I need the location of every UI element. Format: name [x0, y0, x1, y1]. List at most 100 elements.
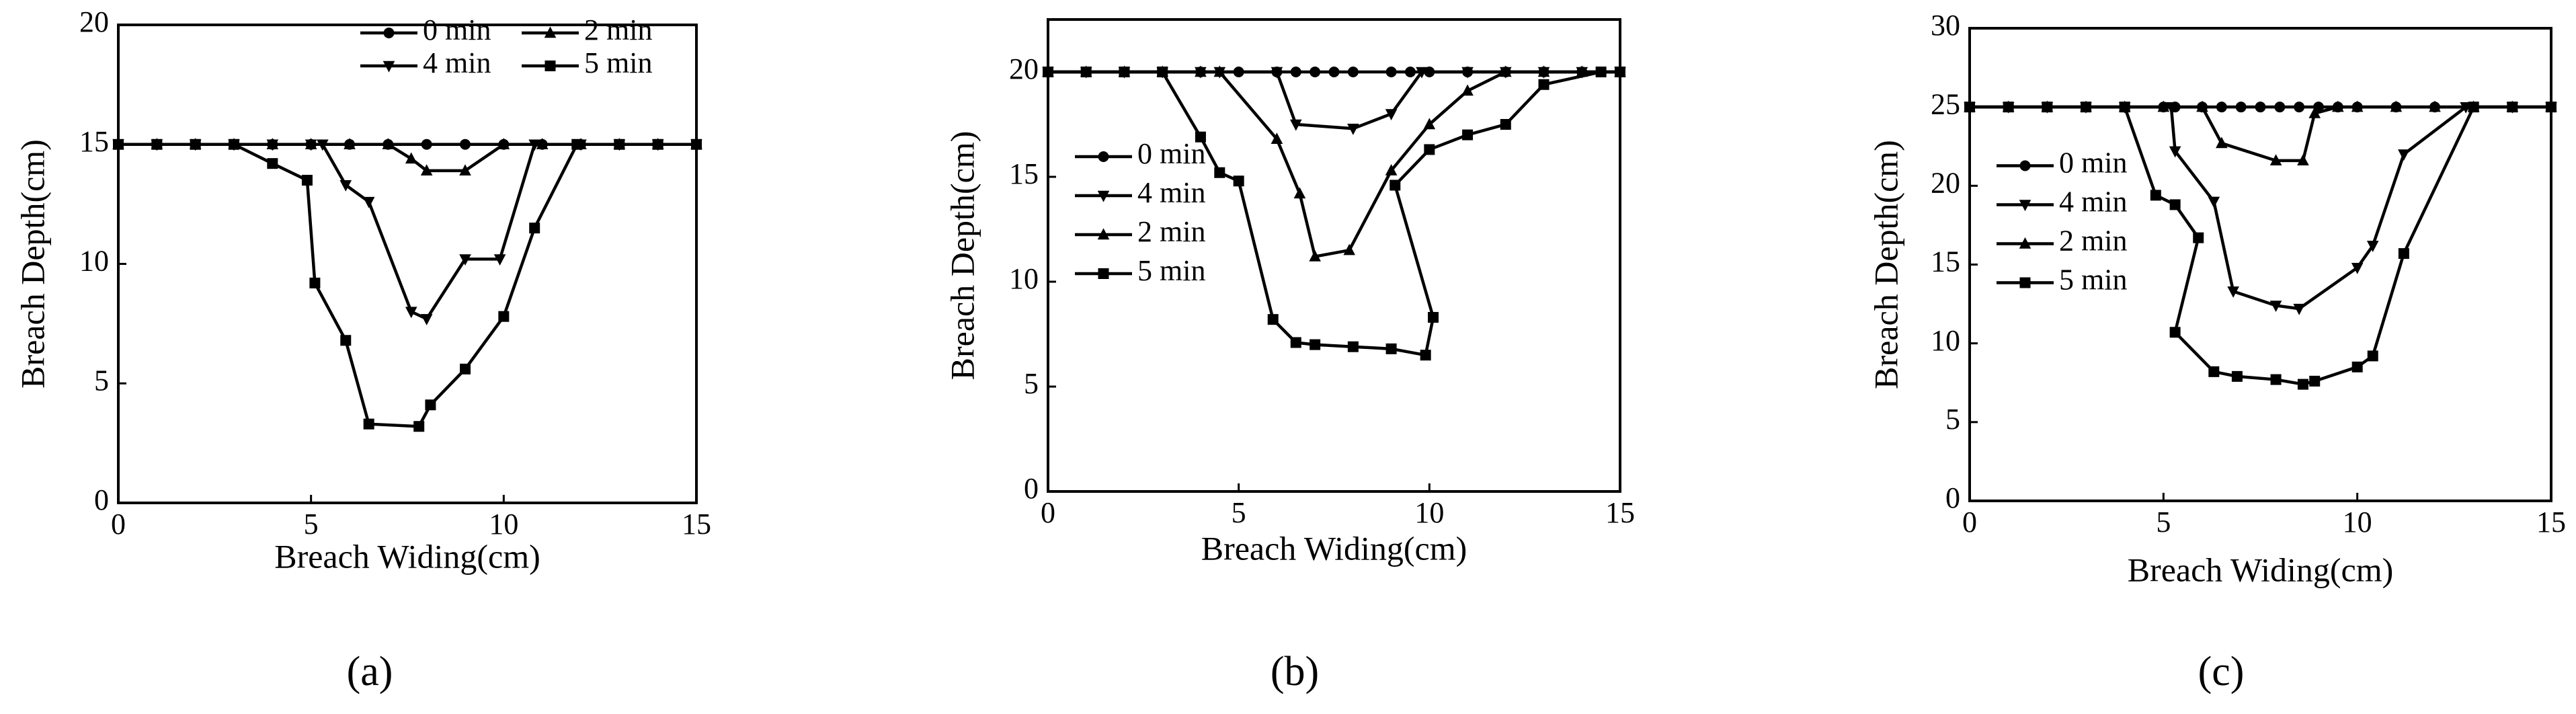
marker: [2042, 102, 2053, 113]
marker: [1080, 67, 1092, 77]
marker: [309, 277, 321, 288]
marker: [1267, 314, 1279, 325]
marker: [362, 196, 375, 208]
x-tick-label: 10: [1414, 496, 1444, 529]
x-tick-label: 5: [2156, 506, 2171, 539]
marker: [1293, 187, 1306, 199]
y-tick-label: 5: [1945, 403, 1960, 436]
marker: [363, 418, 374, 430]
marker: [1615, 67, 1625, 77]
legend-label: 2 min: [584, 13, 652, 46]
marker: [1420, 350, 1431, 361]
marker: [1390, 180, 1401, 191]
marker: [459, 164, 471, 176]
series-line: [1970, 105, 2551, 386]
marker: [2216, 136, 2228, 149]
marker: [2309, 375, 2321, 387]
marker: [2003, 102, 2014, 113]
y-tick-label: 10: [1931, 324, 1960, 357]
marker: [151, 138, 163, 150]
series-line: [1970, 105, 2551, 311]
marker: [1310, 67, 1321, 77]
marker: [1385, 164, 1398, 175]
y-tick-label: 5: [1024, 367, 1039, 400]
y-axis-title: Breach Depth(cm): [1867, 140, 1904, 389]
chart: 0 5 10 15 0 5 10 15 20 Breach Widing(cm) Breach De…: [13, 5, 711, 695]
marker: [413, 421, 425, 432]
series-line: [1048, 70, 1620, 258]
legend-label: 2 min: [2059, 225, 2127, 257]
legend-marker: [1097, 190, 1110, 202]
marker: [2208, 366, 2220, 377]
legend-label: 4 min: [423, 46, 491, 79]
x-tick-label: 5: [1232, 496, 1246, 529]
y-tick-label: 20: [1009, 52, 1039, 85]
marker: [425, 399, 436, 411]
marker: [1213, 65, 1226, 77]
marker: [1214, 167, 1225, 178]
marker: [2507, 102, 2518, 113]
legend-marker: [1098, 268, 1109, 279]
plot-frame: [1968, 27, 2552, 502]
series-line: [1970, 105, 2551, 163]
marker: [528, 139, 540, 151]
marker: [2367, 350, 2378, 362]
plot-frame: [117, 24, 698, 504]
plot-frame: [1047, 18, 1621, 493]
marker: [267, 158, 278, 169]
marker: [2196, 100, 2208, 112]
marker: [2119, 102, 2130, 113]
marker: [2429, 100, 2441, 112]
legend-marker: [383, 28, 395, 38]
marker: [2274, 102, 2286, 113]
marker: [497, 138, 510, 149]
legend-label: 0 min: [2059, 147, 2127, 180]
marker: [2390, 100, 2403, 112]
x-axis-title: Breach Widing(cm): [1201, 529, 1467, 567]
x-axis-title: Breach Widing(cm): [274, 537, 540, 575]
y-tick-label: 30: [1931, 9, 1960, 42]
marker: [2157, 100, 2170, 112]
y-axis-title: Breach Depth(cm): [943, 131, 981, 381]
marker: [1290, 337, 1301, 348]
marker: [420, 314, 433, 325]
marker: [571, 138, 583, 150]
caption: (b): [1271, 649, 1319, 695]
marker: [529, 223, 540, 234]
marker: [498, 311, 510, 322]
marker: [2351, 262, 2364, 274]
caption: (c): [2198, 649, 2245, 695]
marker: [1428, 312, 1439, 323]
marker: [1195, 65, 1207, 77]
marker: [2169, 199, 2181, 210]
marker: [317, 139, 329, 151]
x-tick-label: 0: [111, 508, 126, 541]
marker: [2297, 154, 2309, 166]
marker: [382, 138, 395, 149]
marker: [459, 254, 471, 266]
y-tick-label: 15: [79, 125, 109, 158]
marker: [2150, 190, 2161, 201]
x-tick-label: 15: [1605, 496, 1635, 529]
x-tick-label: 15: [682, 508, 711, 541]
marker: [2398, 149, 2410, 161]
marker: [301, 175, 313, 186]
legend-marker: [2019, 160, 2031, 171]
legend-label: 5 min: [584, 46, 652, 79]
legend-label: 0 min: [423, 13, 491, 46]
legend-marker: [2019, 200, 2031, 212]
marker: [1595, 67, 1607, 77]
marker: [1310, 339, 1321, 350]
chart: 0 5 10 15 0 5 10 15 20 25 30 Breach Widing(cm) Breac…: [1867, 9, 2566, 695]
marker: [1538, 79, 1549, 90]
x-tick-label: 15: [2536, 506, 2566, 539]
marker: [1964, 102, 1975, 113]
marker: [2169, 146, 2181, 158]
marker: [339, 180, 352, 192]
marker: [1271, 67, 1283, 79]
marker: [113, 138, 124, 150]
marker: [1343, 243, 1355, 255]
x-tick-label: 5: [304, 508, 319, 541]
marker: [1271, 132, 1283, 145]
marker: [1347, 341, 1359, 352]
